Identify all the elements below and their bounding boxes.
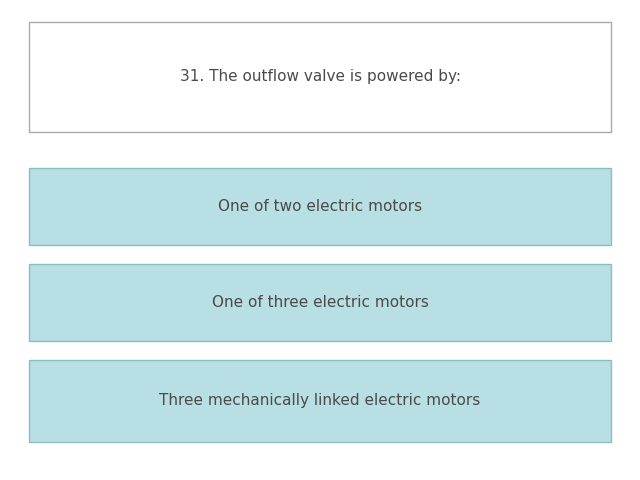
- FancyBboxPatch shape: [29, 264, 611, 341]
- FancyBboxPatch shape: [29, 360, 611, 442]
- FancyBboxPatch shape: [29, 168, 611, 245]
- FancyBboxPatch shape: [29, 22, 611, 132]
- Text: Three mechanically linked electric motors: Three mechanically linked electric motor…: [159, 393, 481, 408]
- Text: One of three electric motors: One of three electric motors: [212, 295, 428, 310]
- Text: 31. The outflow valve is powered by:: 31. The outflow valve is powered by:: [179, 69, 461, 84]
- Text: One of two electric motors: One of two electric motors: [218, 199, 422, 214]
